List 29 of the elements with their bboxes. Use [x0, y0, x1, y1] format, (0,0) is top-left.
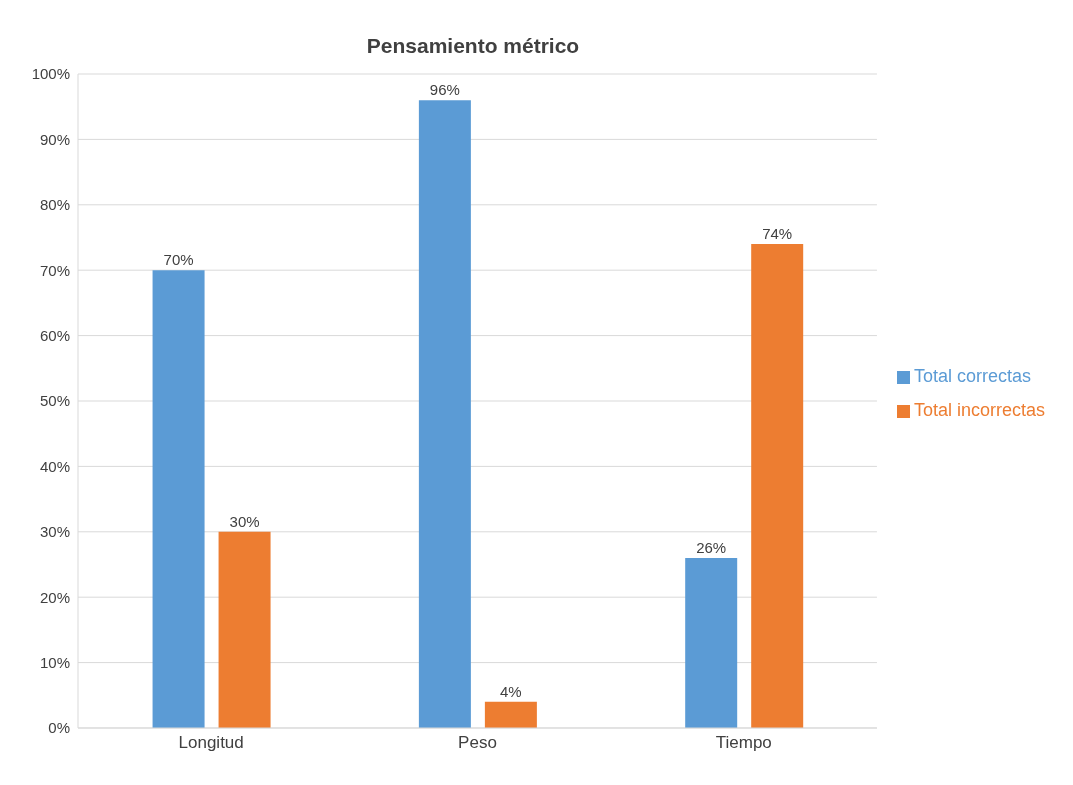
y-tick-label: 20% [39, 588, 70, 606]
y-tick-label: 30% [39, 523, 70, 541]
bar [152, 270, 205, 728]
x-tick-label: Longitud [178, 733, 244, 753]
y-tick-label: 100% [31, 65, 70, 83]
y-tick-label: 0% [48, 719, 70, 737]
bar [751, 244, 804, 728]
y-tick-label: 60% [39, 326, 70, 344]
data-label: 96% [429, 81, 460, 99]
x-tick-label: Tiempo [715, 733, 772, 753]
y-tick-label: 80% [39, 196, 70, 214]
y-tick-label: 40% [39, 457, 70, 475]
legend-label: Total correctas [913, 366, 1031, 386]
bar [218, 531, 271, 728]
y-tick-label: 50% [39, 392, 70, 410]
data-label: 30% [229, 512, 260, 530]
bar [685, 557, 738, 728]
data-label: 4% [500, 682, 522, 700]
chart-title: Pensamiento métrico [365, 34, 581, 58]
x-tick-label: Peso [458, 733, 497, 753]
data-label: 74% [762, 225, 793, 243]
data-label: 70% [163, 251, 194, 269]
data-label: 26% [696, 538, 727, 556]
y-tick-label: 90% [39, 130, 70, 148]
y-tick-label: 70% [39, 261, 70, 279]
legend-label: Total incorrectas [913, 400, 1045, 420]
bar [484, 701, 537, 728]
y-tick-label: 10% [39, 653, 70, 671]
bar [418, 100, 471, 728]
